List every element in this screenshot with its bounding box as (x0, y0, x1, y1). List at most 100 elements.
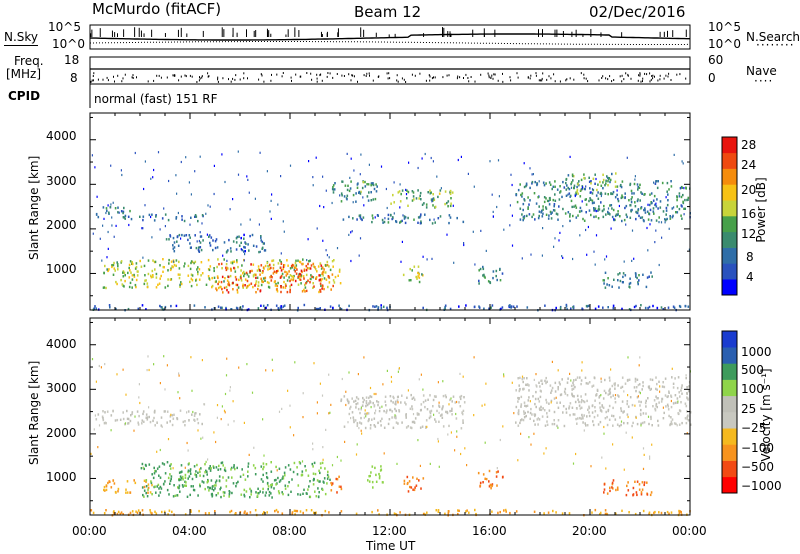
echo-cell (541, 382, 544, 385)
velocity-cbar-label: Velocity [m s⁻¹] (759, 368, 773, 462)
speckle-cell (463, 243, 465, 247)
echo-cell (130, 414, 132, 417)
echo-cell (310, 274, 312, 277)
echo-cell (678, 195, 681, 198)
echo-cell (395, 421, 398, 424)
echo-cell (158, 494, 160, 497)
echo-cell (542, 407, 544, 410)
echo-cell (636, 480, 639, 483)
echo-cell (451, 413, 453, 416)
echo-cell (215, 466, 218, 469)
speckle-cell (353, 169, 355, 172)
echo-cell (655, 180, 657, 183)
speckle-cell (503, 228, 505, 231)
echo-cell (258, 492, 260, 495)
echo-cell (619, 215, 621, 218)
echo-cell (634, 512, 637, 516)
echo-cell (670, 394, 672, 397)
echo-cell (167, 278, 169, 281)
echo-cell (244, 510, 246, 513)
echo-cell (310, 509, 313, 512)
echo-cell (593, 201, 595, 204)
echo-cell (614, 196, 617, 199)
echo-cell (599, 513, 601, 516)
echo-cell (551, 386, 554, 390)
echo-cell (171, 265, 173, 268)
echo-cell (201, 214, 204, 217)
echo-cell (411, 407, 414, 411)
speckle-cell (397, 401, 399, 404)
echo-cell (167, 513, 169, 516)
echo-cell (331, 482, 334, 485)
echo-cell (389, 213, 392, 217)
echo-cell (374, 425, 377, 428)
echo-cell (124, 214, 127, 218)
echo-cell (631, 192, 633, 195)
echo-cell (273, 270, 276, 273)
echo-cell (346, 194, 349, 197)
echo-cell (644, 211, 647, 214)
echo-cell (295, 259, 297, 262)
echo-cell (553, 205, 555, 208)
echo-cell (444, 304, 447, 307)
speckle-cell (271, 358, 273, 361)
echo-cell (519, 387, 521, 391)
echo-cell (678, 423, 681, 426)
echo-cell (652, 210, 655, 213)
echo-cell (211, 485, 214, 488)
echo-cell (236, 260, 238, 264)
noise-panel-frame (89, 24, 691, 50)
echo-cell (609, 392, 611, 396)
speckle-cell (634, 175, 636, 178)
echo-cell (655, 219, 658, 222)
echo-cell (658, 401, 660, 404)
speckle-cell (600, 394, 602, 397)
echo-cell (216, 265, 218, 269)
echo-cell (193, 304, 196, 307)
echo-cell (262, 462, 265, 465)
echo-cell (269, 267, 271, 270)
echo-cell (255, 491, 257, 494)
echo-cell (261, 240, 264, 244)
echo-cell (198, 268, 201, 271)
speckle-cell (418, 378, 420, 381)
echo-cell (95, 213, 98, 216)
echo-cell (141, 422, 143, 425)
speckle-cell (110, 164, 112, 167)
echo-cell (564, 387, 567, 391)
echo-cell (628, 199, 630, 202)
echo-cell (434, 418, 436, 421)
echo-cell (523, 387, 525, 391)
echo-cell (552, 185, 555, 188)
echo-cell (138, 414, 140, 418)
echo-cell (435, 509, 438, 512)
echo-cell (416, 477, 418, 480)
speckle-cell (331, 201, 333, 205)
speckle-cell (417, 166, 419, 170)
echo-cell (181, 475, 184, 479)
echo-cell (365, 402, 368, 405)
echo-cell (445, 410, 447, 414)
echo-cell (419, 409, 422, 412)
echo-cell (621, 219, 623, 223)
speckle-cell (289, 426, 291, 429)
speckle-cell (604, 258, 606, 261)
echo-cell (385, 404, 387, 407)
echo-cell (629, 277, 631, 280)
echo-cell (146, 285, 149, 289)
speckle-cell (363, 356, 365, 359)
echo-cell (303, 488, 305, 491)
nave-dot (538, 79, 540, 82)
echo-cell (463, 396, 465, 399)
echo-cell (127, 271, 129, 275)
echo-cell (585, 198, 587, 201)
echo-cell (195, 475, 198, 478)
echo-cell (154, 469, 156, 473)
echo-cell (537, 397, 540, 401)
speckle-cell (603, 432, 605, 435)
colorbar-frame (721, 330, 738, 494)
echo-cell (658, 216, 660, 219)
echo-cell (612, 208, 615, 212)
echo-cell (412, 191, 415, 194)
